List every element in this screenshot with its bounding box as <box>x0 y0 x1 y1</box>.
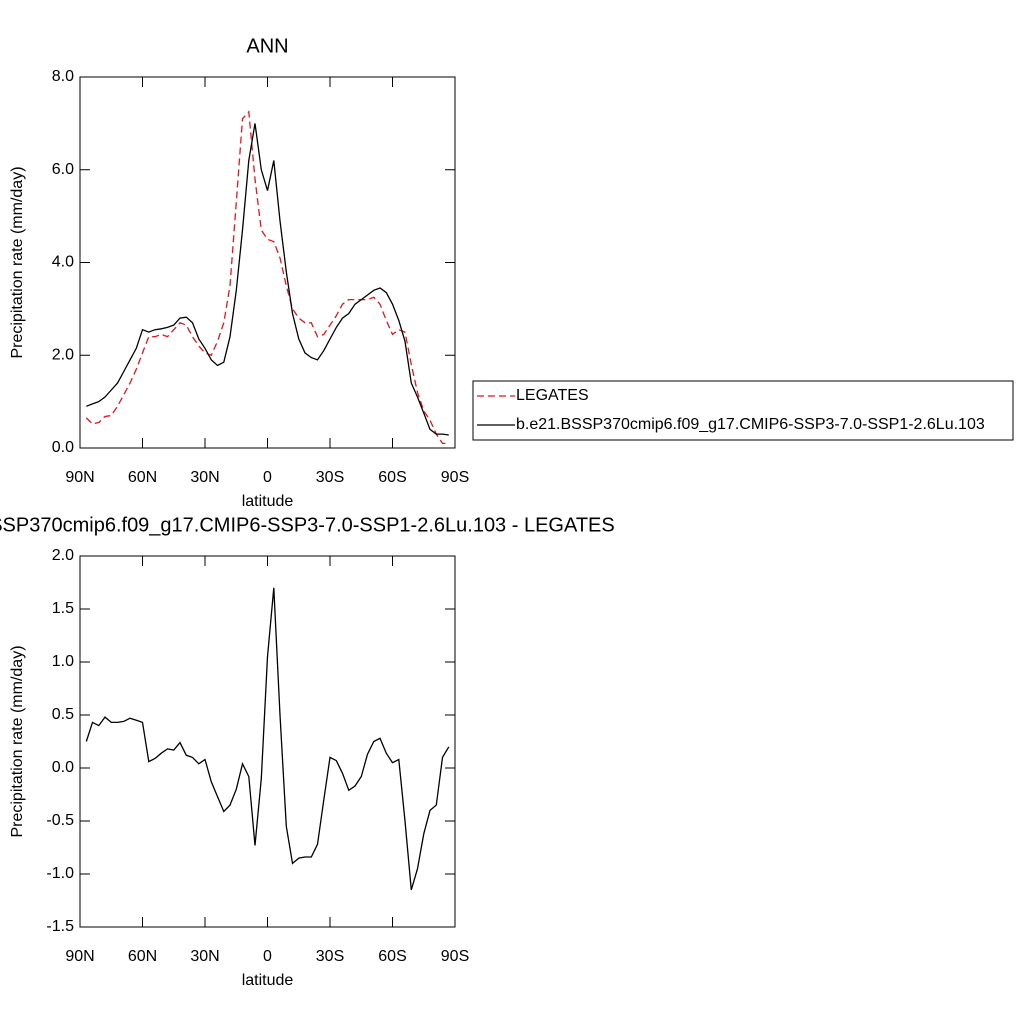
x-tick-label: 90N <box>65 469 94 486</box>
x-axis-label: latitude <box>242 493 294 510</box>
y-tick-label: -1.5 <box>46 918 74 935</box>
y-tick-label: 4.0 <box>52 254 74 271</box>
chart-title: ANN <box>246 35 288 57</box>
y-tick-label: 0.0 <box>52 439 74 456</box>
x-tick-label: 60S <box>378 469 406 486</box>
y-tick-label: 0.0 <box>52 759 74 776</box>
x-tick-label: 60N <box>128 469 157 486</box>
x-tick-label: 30S <box>316 469 344 486</box>
x-tick-label: 30S <box>316 948 344 965</box>
y-tick-label: -0.5 <box>46 812 74 829</box>
x-tick-label: 30N <box>190 948 219 965</box>
legend-box <box>472 380 1014 441</box>
y-tick-label: 2.0 <box>52 346 74 363</box>
legend-label: b.e21.BSSP370cmip6.f09_g17.CMIP6-SSP3-7.… <box>516 416 985 433</box>
data-line <box>85 110 449 445</box>
x-tick-label: 0 <box>263 469 272 486</box>
x-tick-label: 90S <box>441 469 469 486</box>
x-tick-label: 30N <box>190 469 219 486</box>
data-line <box>86 123 449 436</box>
y-tick-label: 1.0 <box>52 653 74 670</box>
chart-title: b.e21.BSSP370cmip6.f09_g17.CMIP6-SSP3-7.… <box>0 514 615 536</box>
x-tick-label: 60S <box>378 948 406 965</box>
x-tick-label: 90S <box>441 948 469 965</box>
legend-label: LEGATES <box>516 387 589 404</box>
x-axis-label: latitude <box>242 972 294 989</box>
y-tick-label: 6.0 <box>52 161 74 178</box>
y-tick-label: 1.5 <box>52 600 74 617</box>
plot-frame <box>79 76 456 449</box>
y-tick-label: 2.0 <box>52 547 74 564</box>
data-line <box>85 587 450 891</box>
plot-frame <box>79 555 456 928</box>
y-axis-label: Precipitation rate (mm/day) <box>9 166 26 358</box>
y-tick-label: -1.0 <box>46 865 74 882</box>
y-tick-label: 8.0 <box>52 68 74 85</box>
x-tick-label: 0 <box>263 948 272 965</box>
x-tick-label: 90N <box>65 948 94 965</box>
y-tick-label: 0.5 <box>52 706 74 723</box>
x-tick-label: 60N <box>128 948 157 965</box>
y-axis-label: Precipitation rate (mm/day) <box>9 645 26 837</box>
